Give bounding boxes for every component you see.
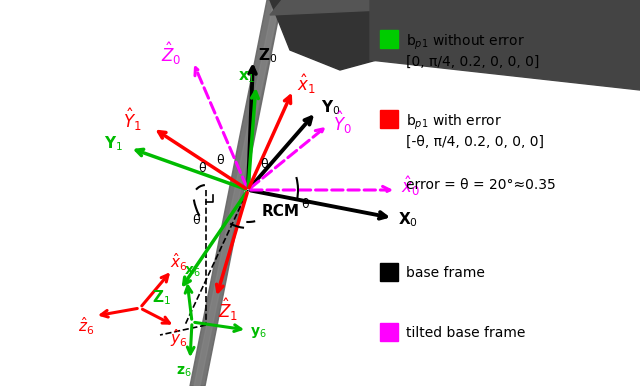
Text: x$_1$: x$_1$ bbox=[238, 69, 256, 85]
Text: Y$_1$: Y$_1$ bbox=[104, 135, 123, 153]
Text: θ: θ bbox=[192, 213, 200, 227]
Text: $\hat{x}_6$: $\hat{x}_6$ bbox=[170, 251, 188, 273]
Bar bbox=[380, 263, 398, 281]
Bar bbox=[380, 323, 398, 341]
Text: b$_{p1}$ with error: b$_{p1}$ with error bbox=[406, 113, 502, 132]
Text: $\hat{Y}_1$: $\hat{Y}_1$ bbox=[123, 107, 141, 133]
Text: $\hat{x}_0$: $\hat{x}_0$ bbox=[401, 174, 420, 198]
Text: θ: θ bbox=[260, 157, 268, 171]
Bar bbox=[380, 30, 398, 48]
Text: $\hat{Y}_0$: $\hat{Y}_0$ bbox=[333, 110, 352, 136]
Text: $\hat{x}_1$: $\hat{x}_1$ bbox=[297, 72, 316, 96]
Text: $\hat{y}_6$: $\hat{y}_6$ bbox=[170, 327, 188, 349]
Text: y$_6$: y$_6$ bbox=[250, 325, 267, 340]
Text: θ: θ bbox=[198, 161, 205, 174]
Text: b$_{p1}$ without error: b$_{p1}$ without error bbox=[406, 33, 525, 52]
Text: Z$_1$: Z$_1$ bbox=[152, 289, 171, 307]
Text: X$_0$: X$_0$ bbox=[398, 211, 418, 229]
Text: [0, π/4, 0.2, 0, 0, 0]: [0, π/4, 0.2, 0, 0, 0] bbox=[406, 55, 540, 69]
Polygon shape bbox=[194, 0, 280, 386]
Text: [-θ, π/4, 0.2, 0, 0, 0]: [-θ, π/4, 0.2, 0, 0, 0] bbox=[406, 135, 544, 149]
Bar bbox=[380, 110, 398, 128]
Polygon shape bbox=[370, 0, 640, 90]
Polygon shape bbox=[270, 0, 390, 15]
Text: θ: θ bbox=[216, 154, 223, 166]
Text: tilted base frame: tilted base frame bbox=[406, 326, 525, 340]
Text: $\hat{z}_6$: $\hat{z}_6$ bbox=[78, 315, 94, 337]
Text: base frame: base frame bbox=[406, 266, 485, 280]
Text: RCM: RCM bbox=[262, 205, 300, 220]
Text: error = θ = 20°≈0.35: error = θ = 20°≈0.35 bbox=[406, 178, 556, 192]
Text: Z$_0$: Z$_0$ bbox=[258, 47, 277, 65]
Text: z$_6$: z$_6$ bbox=[176, 365, 192, 379]
Text: $\hat{Z}_0$: $\hat{Z}_0$ bbox=[161, 41, 182, 67]
Polygon shape bbox=[190, 0, 282, 386]
Polygon shape bbox=[270, 0, 395, 70]
Text: x$_6$: x$_6$ bbox=[184, 265, 200, 279]
Text: Y$_0$: Y$_0$ bbox=[321, 99, 340, 117]
Text: $\hat{Z}_1$: $\hat{Z}_1$ bbox=[218, 297, 238, 323]
Text: θ: θ bbox=[301, 198, 308, 210]
